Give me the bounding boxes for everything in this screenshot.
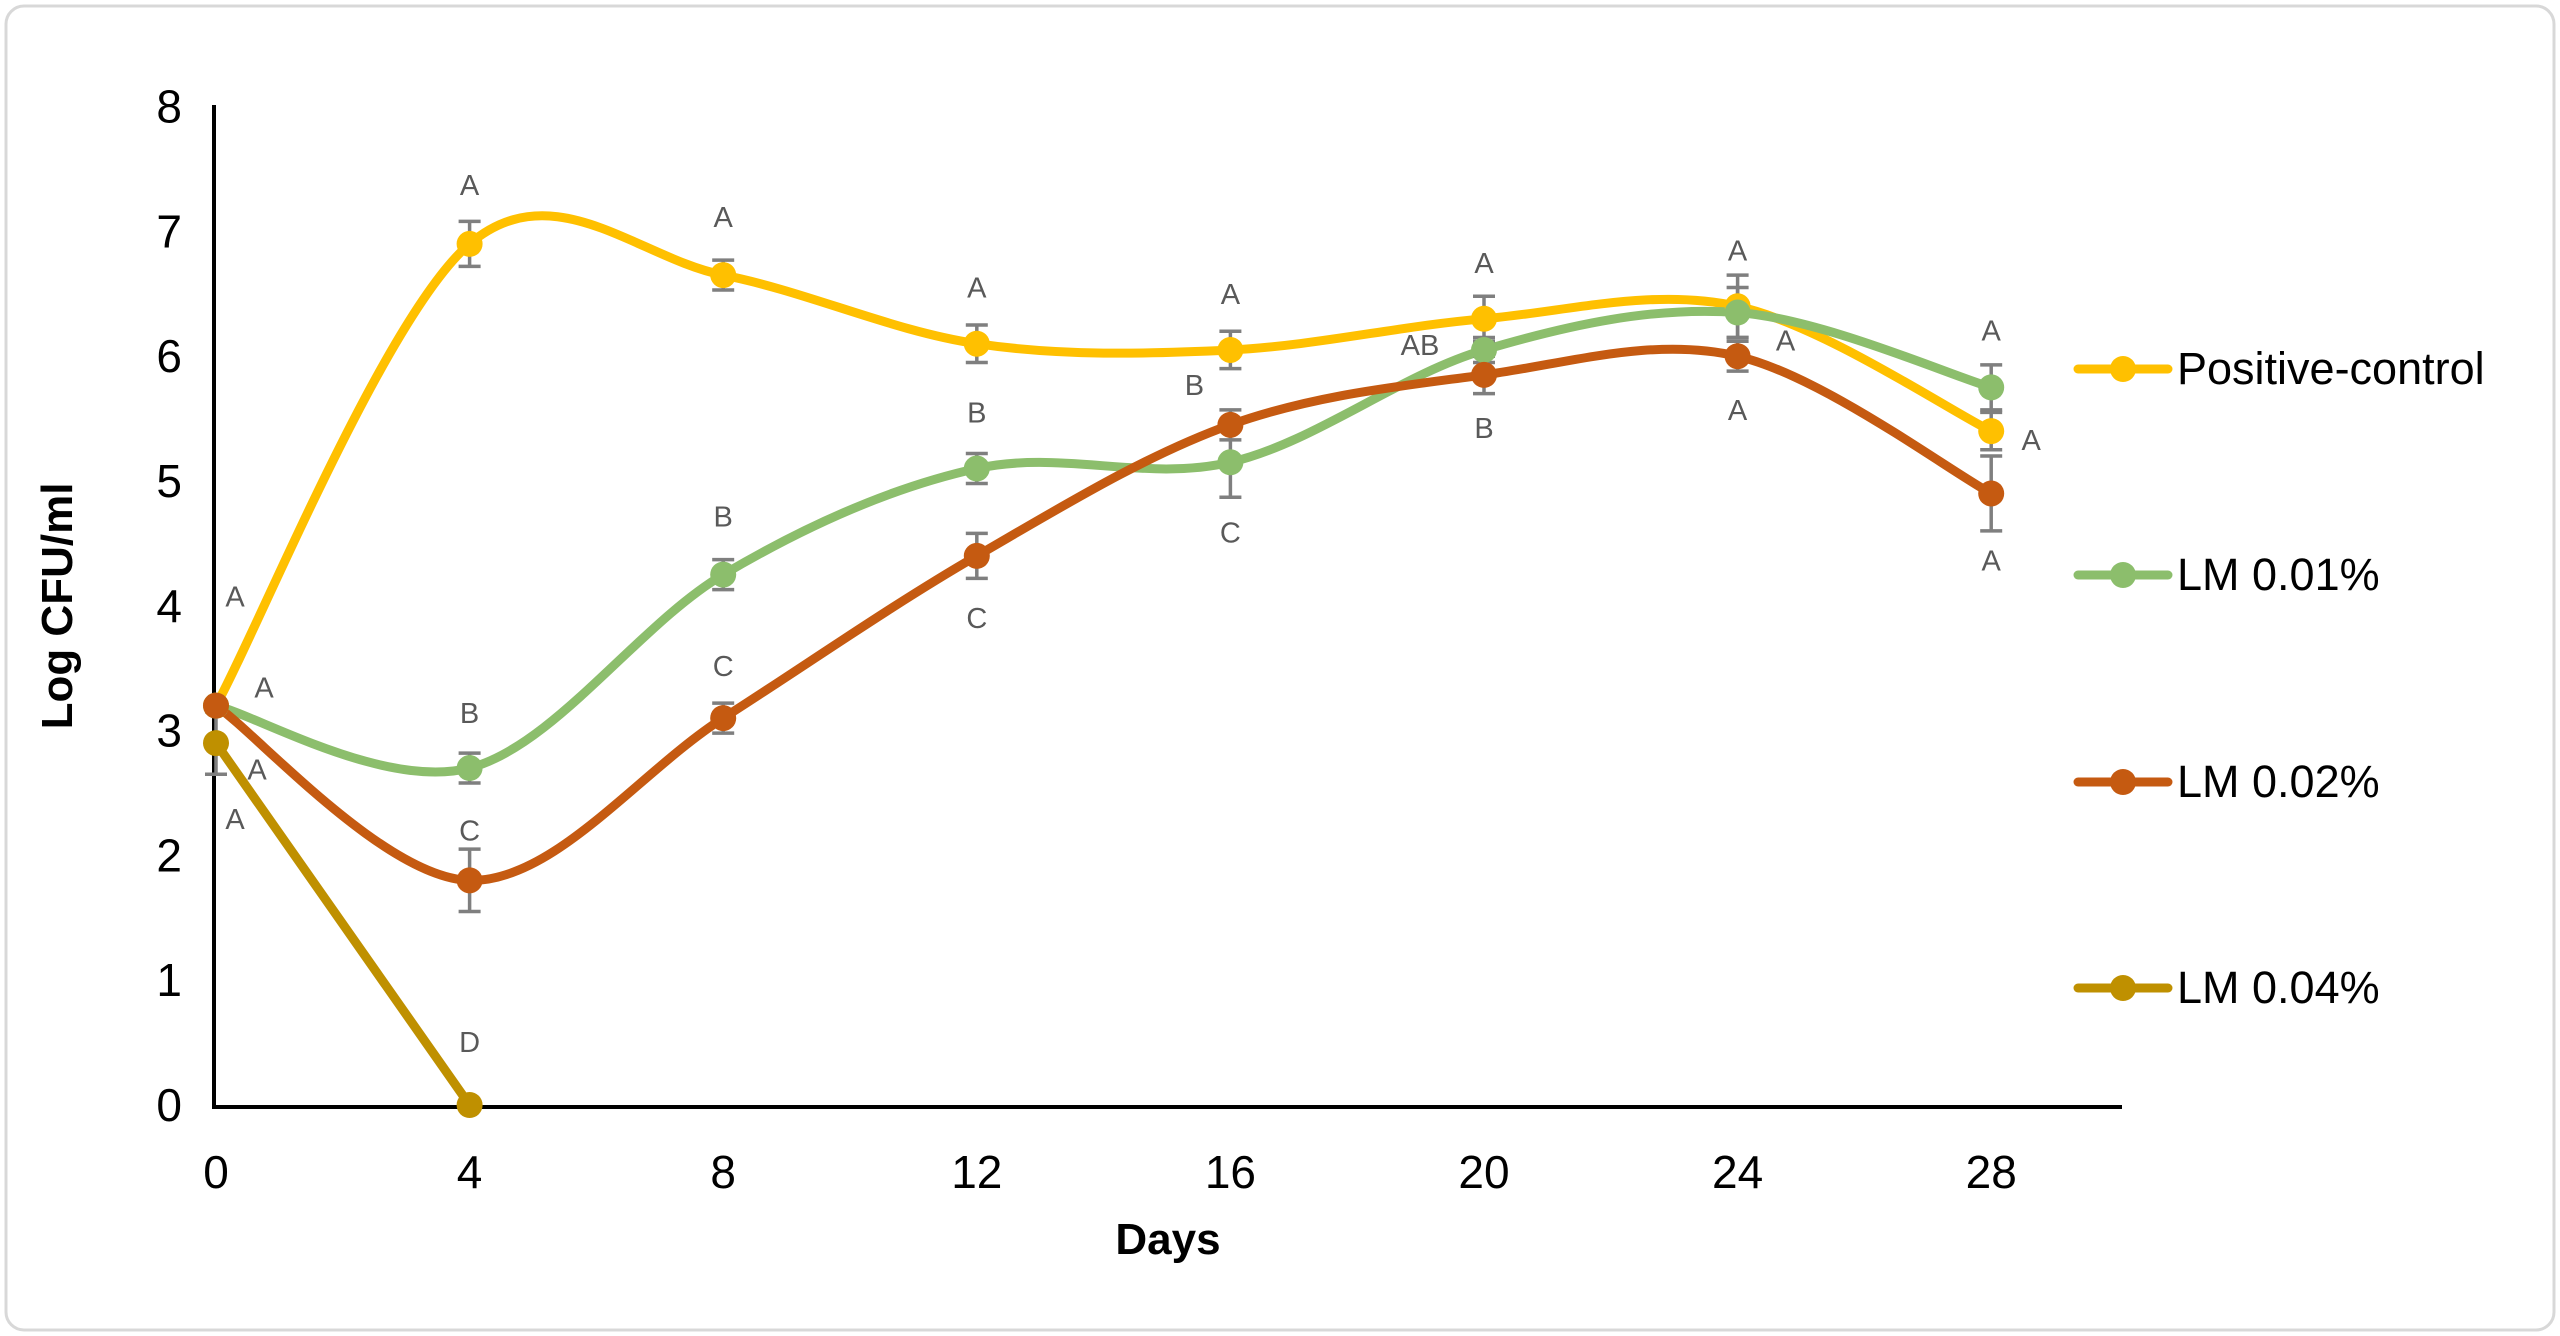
- significance-label: D: [459, 1027, 480, 1059]
- data-point: [1724, 299, 1751, 326]
- x-tick-label: 20: [1458, 1146, 1509, 1198]
- significance-label: A: [1221, 279, 1241, 311]
- significance-label: C: [1220, 517, 1241, 549]
- data-point: [710, 262, 737, 289]
- data-point: [203, 692, 229, 719]
- y-tick-label: 7: [156, 205, 182, 257]
- error-bars-layer: [205, 219, 2003, 914]
- data-point: [203, 730, 229, 757]
- y-tick-label: 5: [156, 455, 182, 507]
- markers-layer: [203, 230, 2005, 1118]
- x-tick-label: 12: [951, 1146, 1002, 1198]
- significance-label: A: [1982, 315, 2002, 347]
- data-point: [1471, 336, 1497, 363]
- x-tick-label: 28: [1966, 1146, 2017, 1198]
- significance-label: A: [460, 170, 480, 202]
- significance-label: A: [225, 582, 245, 614]
- data-point: [1217, 449, 1244, 476]
- significance-label: A: [1982, 545, 2002, 577]
- significance-label: A: [1474, 248, 1494, 280]
- data-point: [456, 230, 483, 257]
- data-point: [963, 455, 990, 482]
- legend-item-label: LM 0.02%: [2177, 756, 2380, 807]
- data-point: [456, 867, 483, 894]
- significance-label: A: [247, 755, 267, 787]
- data-point: [710, 561, 737, 588]
- legend-item-label: Positive-control: [2177, 343, 2485, 394]
- y-axis-title: Log CFU/ml: [33, 483, 82, 730]
- data-point: [1724, 343, 1751, 370]
- y-tick-label: 0: [156, 1079, 182, 1131]
- legend-item-1: LM 0.01%: [2073, 549, 2380, 600]
- significance-label: B: [967, 398, 986, 430]
- significance-label: AB: [1401, 330, 1440, 362]
- curves-layer: [211, 211, 1996, 1110]
- significance-label: B: [460, 698, 479, 730]
- significance-label: A: [967, 273, 987, 305]
- y-tick-label: 8: [156, 81, 182, 133]
- significance-label: B: [1474, 413, 1493, 445]
- data-point: [1978, 374, 2005, 401]
- data-point: [1217, 336, 1244, 363]
- significance-label: B: [714, 502, 733, 534]
- significance-label: A: [2022, 425, 2042, 457]
- series-curve-3: [211, 738, 475, 1110]
- y-tick-label: 2: [156, 829, 182, 881]
- series-curve-2: [211, 344, 1996, 885]
- legend: Positive-control LM 0.01% LM 0.02% LM 0.04%: [2073, 343, 2485, 1013]
- legend-swatch-marker: [2110, 356, 2136, 382]
- data-point: [1471, 305, 1497, 332]
- x-tick-label: 8: [710, 1146, 736, 1198]
- significance-label: C: [459, 815, 480, 847]
- y-tick-label: 6: [156, 330, 182, 382]
- data-point: [963, 542, 990, 569]
- legend-swatch-marker: [2110, 975, 2136, 1001]
- y-tick-label: 4: [156, 580, 182, 632]
- legend-swatch-marker: [2110, 562, 2136, 588]
- legend-item-3: LM 0.04%: [2073, 962, 2380, 1013]
- significance-label: A: [1728, 235, 1748, 267]
- legend-item-label: LM 0.04%: [2177, 962, 2380, 1013]
- significance-label: A: [1776, 326, 1796, 358]
- data-point: [1978, 480, 2005, 507]
- series-curve-1: [211, 306, 1996, 777]
- data-point: [963, 330, 990, 357]
- data-point: [710, 705, 737, 732]
- data-point: [1978, 418, 2005, 445]
- series-curve-0: [211, 211, 1996, 711]
- significance-label: A: [714, 202, 734, 234]
- legend-item-0: Positive-control: [2073, 343, 2485, 394]
- significance-label: A: [1728, 395, 1748, 427]
- significance-label: A: [225, 804, 245, 836]
- significance-label: C: [966, 603, 987, 635]
- y-tick-label: 1: [156, 954, 182, 1006]
- data-point: [1471, 361, 1497, 388]
- legend-item-2: LM 0.02%: [2073, 756, 2380, 807]
- x-tick-label: 0: [203, 1146, 229, 1198]
- significance-label: A: [254, 673, 274, 705]
- x-tick-label: 24: [1712, 1146, 1763, 1198]
- x-axis-title: Days: [1115, 1215, 1220, 1264]
- data-point: [456, 755, 483, 782]
- y-tick-label: 3: [156, 705, 182, 757]
- legend-swatch-marker: [2110, 769, 2136, 795]
- data-point: [456, 1092, 483, 1118]
- legend-item-label: LM 0.01%: [2177, 549, 2380, 600]
- figure-border: [4, 4, 2556, 1332]
- data-point: [1217, 411, 1244, 438]
- significance-label: B: [1185, 370, 1204, 402]
- x-tick-label: 16: [1205, 1146, 1256, 1198]
- x-tick-label: 4: [457, 1146, 483, 1198]
- significance-label: C: [713, 651, 734, 683]
